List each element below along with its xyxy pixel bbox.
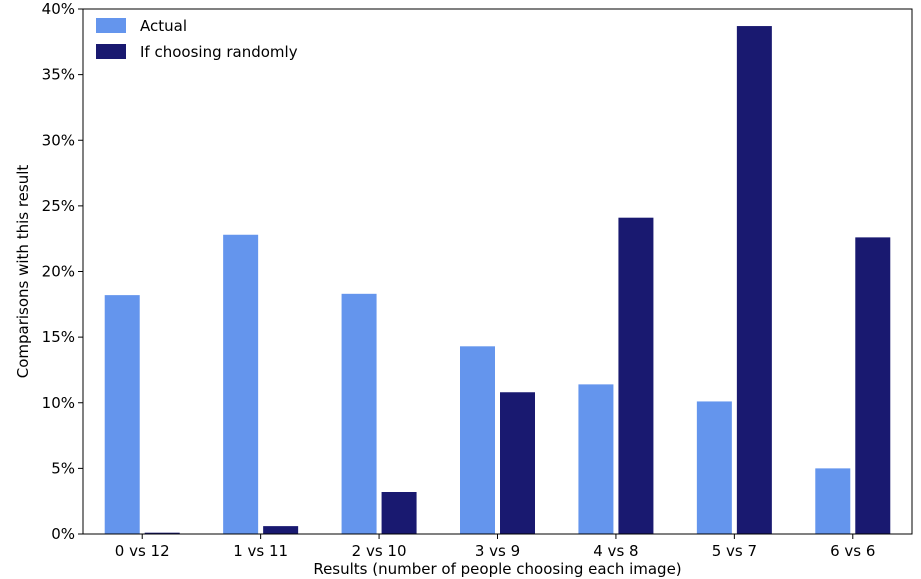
- plot-frame: [82, 8, 913, 535]
- legend-swatch-actual: [96, 18, 126, 33]
- y-tick-label: 25%: [42, 197, 75, 215]
- y-tick-label: 30%: [42, 131, 75, 149]
- bar-actual-2: [341, 293, 377, 534]
- legend-label-random: If choosing randomly: [140, 43, 298, 61]
- legend: Actual If choosing randomly: [96, 17, 298, 61]
- bar-actual-6: [815, 468, 851, 534]
- y-tick-label: 35%: [42, 66, 75, 84]
- y-tick-label: 20%: [42, 263, 75, 281]
- plot-area: [104, 26, 891, 534]
- y-axis-title: Comparisons with this result: [14, 165, 32, 379]
- bar-random-6: [855, 237, 891, 534]
- bar-actual-0: [104, 295, 140, 534]
- x-tick-label: 6 vs 6: [830, 542, 875, 560]
- x-tick-label: 4 vs 8: [593, 542, 638, 560]
- x-tick-label: 2 vs 10: [352, 542, 407, 560]
- bar-actual-3: [460, 346, 495, 534]
- bar-random-2: [381, 492, 417, 534]
- bar-random-3: [500, 392, 535, 534]
- y-tick-label: 15%: [42, 328, 75, 346]
- x-tick-label: 0 vs 12: [115, 542, 170, 560]
- bar-actual-5: [696, 401, 732, 534]
- x-axis-title: Results (number of people choosing each …: [313, 560, 681, 578]
- bar-actual-4: [578, 384, 614, 534]
- y-tick-label: 0%: [51, 525, 75, 543]
- legend-label-actual: Actual: [140, 17, 187, 35]
- bar-random-5: [736, 26, 772, 534]
- axes: 0% 5% 10% 15% 20% 25% 30% 35% 40% 0 vs 12 1 vs 11 2…: [42, 0, 913, 560]
- x-tick-label: 1 vs 11: [233, 542, 288, 560]
- y-tick-label: 40%: [42, 0, 75, 18]
- bar-random-1: [263, 526, 299, 534]
- y-tick-label: 10%: [42, 394, 75, 412]
- bar-random-0: [144, 532, 180, 534]
- bar-random-4: [618, 217, 654, 534]
- x-tick-label: 3 vs 9: [475, 542, 520, 560]
- x-tick-label: 5 vs 7: [712, 542, 757, 560]
- y-tick-label: 5%: [51, 459, 75, 477]
- bar-actual-1: [223, 234, 259, 534]
- legend-swatch-random: [96, 44, 126, 59]
